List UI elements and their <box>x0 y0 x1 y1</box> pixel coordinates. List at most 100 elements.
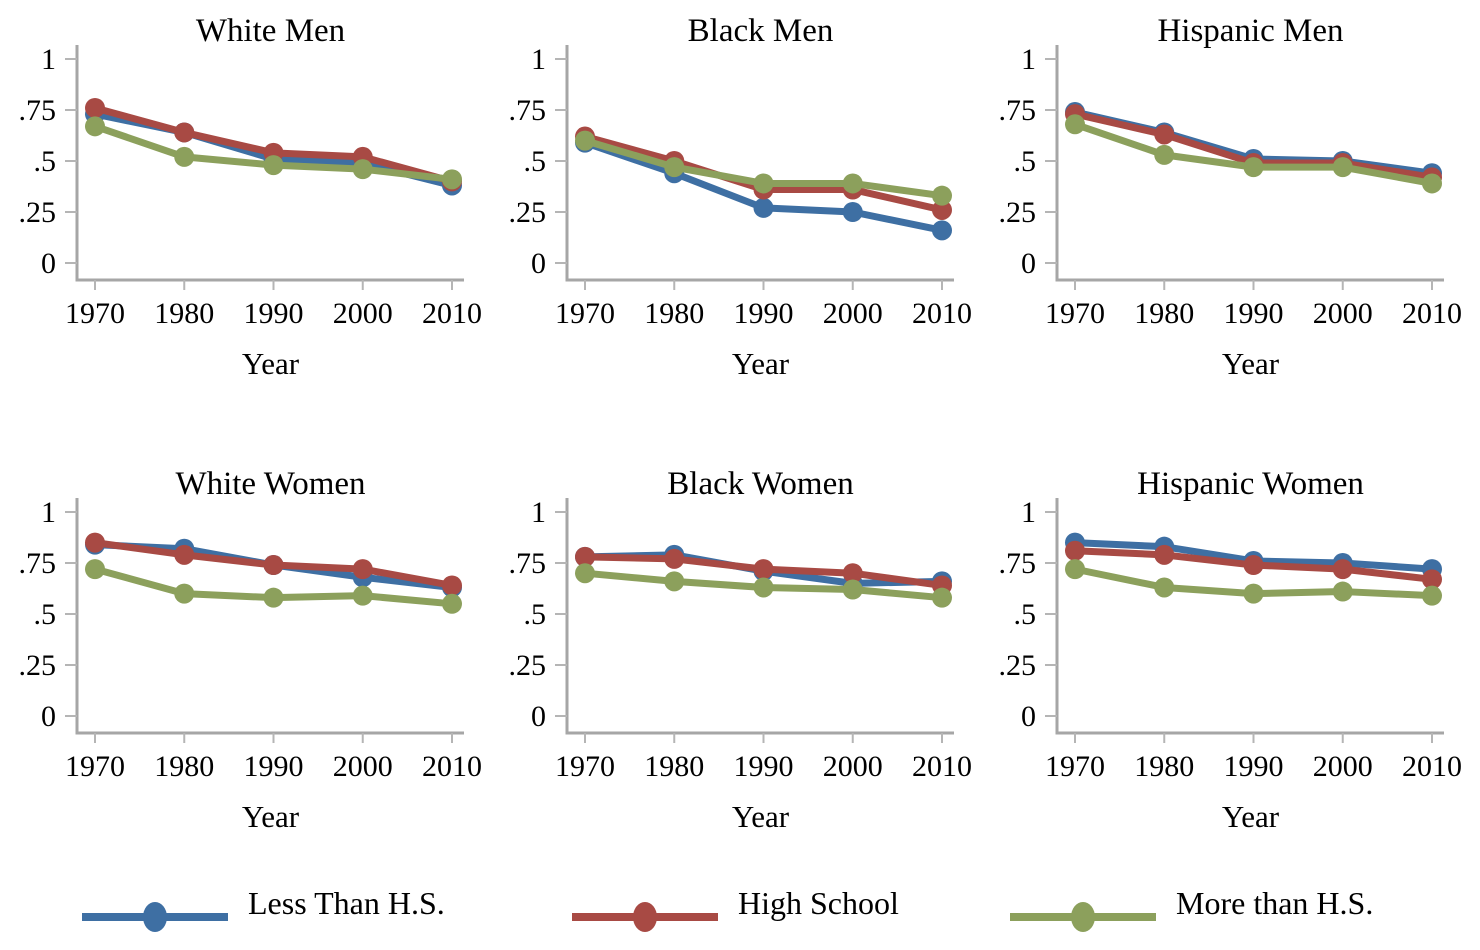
panel-hispanic-men: Hispanic Men 0 .25 .5 .75 1 1970 1980 1990 2000 20… <box>999 13 1463 381</box>
y-tick-label: 0 <box>531 700 546 733</box>
series-more-than-h-s-point <box>263 587 284 608</box>
series-more-than-h-s-point <box>1243 157 1264 178</box>
x-tick-label: 1980 <box>1134 297 1194 330</box>
series-more-than-h-s-point <box>842 579 863 600</box>
legend-line-icon <box>82 902 228 932</box>
x-axis-title: Year <box>732 346 790 381</box>
x-tick-label: 2010 <box>422 750 482 783</box>
series-more-than-h-s-point <box>575 563 595 584</box>
series-more-than-h-s-point <box>1154 144 1175 165</box>
series-high-school-point <box>1154 124 1175 145</box>
x-tick-label: 1990 <box>1224 750 1284 783</box>
x-axis-title: Year <box>732 799 790 834</box>
x-tick-label: 2010 <box>912 750 972 783</box>
panel-title: White Men <box>196 13 345 49</box>
y-tick-label: .25 <box>19 649 57 682</box>
y-tick-label: .25 <box>999 196 1037 229</box>
panel-title: Black Women <box>667 466 853 502</box>
y-tick-label: .5 <box>1014 145 1037 178</box>
series-less-than-h-s-point <box>842 202 863 222</box>
y-tick-label: .5 <box>524 145 547 178</box>
y-tick-label: .75 <box>999 94 1037 127</box>
x-tick-label: 1990 <box>734 750 794 783</box>
series-high-school-point <box>664 548 685 569</box>
series-more-than-h-s-point <box>1422 173 1442 194</box>
series-more-than-h-s-point <box>174 146 195 167</box>
y-tick-label: .75 <box>509 94 547 127</box>
x-axis-title: Year <box>242 799 300 834</box>
x-tick-label: 2010 <box>1402 297 1462 330</box>
panel-title: Hispanic Men <box>1157 13 1343 49</box>
series-high-school-point <box>174 122 195 143</box>
series-high-school-point <box>1243 555 1264 576</box>
x-axis-title: Year <box>1222 346 1280 381</box>
series-more-than-h-s-point <box>442 169 462 190</box>
series-high-school-point <box>932 199 952 220</box>
series-more-than-h-s-point <box>263 155 284 176</box>
series-high-school-point <box>263 555 284 576</box>
y-tick-label: 0 <box>531 247 546 280</box>
series-more-than-h-s-point <box>1243 583 1264 604</box>
x-tick-label: 1980 <box>1134 750 1194 783</box>
y-tick-label: 1 <box>41 43 56 76</box>
series-more-than-h-s-point <box>932 587 952 608</box>
legend-entry-more-than-h-s: More than H.S. <box>1010 860 1430 950</box>
y-tick-label: .5 <box>1014 598 1037 631</box>
x-tick-label: 2000 <box>333 750 393 783</box>
x-tick-label: 1970 <box>1045 750 1105 783</box>
y-tick-label: 0 <box>41 700 56 733</box>
series-more-than-h-s-point <box>1065 114 1085 135</box>
y-tick-label: 1 <box>531 43 546 76</box>
x-tick-label: 2010 <box>1402 750 1462 783</box>
series-high-school-point <box>1332 559 1353 580</box>
y-tick-label: 1 <box>1021 43 1036 76</box>
series-more-than-h-s-point <box>85 116 105 137</box>
series-more-than-h-s-point <box>575 130 595 151</box>
y-tick-label: .75 <box>19 94 57 127</box>
series-more-than-h-s-point <box>1154 577 1175 598</box>
y-tick-label: .5 <box>524 598 547 631</box>
x-tick-label: 2010 <box>912 297 972 330</box>
y-tick-label: 1 <box>531 496 546 529</box>
panel-title: Hispanic Women <box>1137 466 1364 502</box>
series-more-than-h-s-point <box>352 585 373 606</box>
x-tick-label: 2010 <box>422 297 482 330</box>
x-tick-label: 1980 <box>154 750 214 783</box>
series-more-than-h-s-point <box>352 159 373 180</box>
panel-title: White Women <box>175 466 365 502</box>
series-more-than-h-s-point <box>1332 157 1353 178</box>
series-more-than-h-s-point <box>753 577 774 598</box>
legend-entry-less-than-h-s: Less Than H.S. <box>82 860 502 950</box>
series-high-school-point <box>174 544 195 565</box>
legend-label: Less Than H.S. <box>248 885 445 922</box>
y-tick-label: .25 <box>509 196 547 229</box>
series-high-school-point <box>1154 544 1175 565</box>
x-tick-label: 2000 <box>1313 297 1373 330</box>
legend-label: More than H.S. <box>1176 885 1374 922</box>
series-more-than-h-s-point <box>174 583 195 604</box>
x-tick-label: 1990 <box>734 297 794 330</box>
series-high-school-point <box>352 559 373 580</box>
series-more-than-h-s-point <box>1422 585 1442 606</box>
panel-title: Black Men <box>688 13 834 49</box>
legend-line-icon <box>1010 902 1156 932</box>
series-high-school-point <box>575 546 595 567</box>
series-more-than-h-s-point <box>442 593 462 614</box>
series-more-than-h-s-point <box>753 173 774 194</box>
y-tick-label: .75 <box>509 547 547 580</box>
x-tick-label: 1990 <box>244 750 304 783</box>
series-more-than-h-s-point <box>664 571 685 592</box>
x-axis-title: Year <box>1222 799 1280 834</box>
y-tick-label: .5 <box>34 145 57 178</box>
x-tick-label: 2000 <box>1313 750 1373 783</box>
y-tick-label: 1 <box>41 496 56 529</box>
series-more-than-h-s-point <box>932 185 952 206</box>
series-more-than-h-s-point <box>842 173 863 194</box>
x-tick-label: 2000 <box>333 297 393 330</box>
legend-entry-high-school: High School <box>572 860 992 950</box>
series-more-than-h-s-point <box>1332 581 1353 602</box>
x-tick-label: 1970 <box>555 750 615 783</box>
y-tick-label: .25 <box>19 196 57 229</box>
series-less-than-h-s-point <box>932 220 952 241</box>
x-tick-label: 1980 <box>154 297 214 330</box>
